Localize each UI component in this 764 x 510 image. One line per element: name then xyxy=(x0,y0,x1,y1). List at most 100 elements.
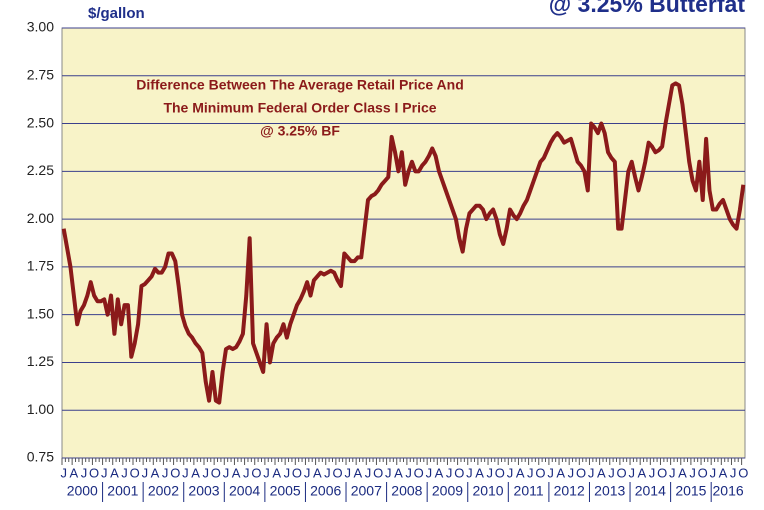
x-tick-label: O xyxy=(170,465,180,480)
x-tick-label: J xyxy=(344,465,351,480)
x-tick-label: J xyxy=(385,465,392,480)
x-tick-label: O xyxy=(617,465,627,480)
year-label: 2001 xyxy=(107,483,138,499)
x-tick-label: A xyxy=(556,465,565,480)
x-tick-label: J xyxy=(304,465,311,480)
x-tick-label: J xyxy=(405,465,412,480)
y-tick-label: 2.00 xyxy=(27,210,54,226)
x-tick-label: O xyxy=(89,465,99,480)
x-tick-label: J xyxy=(121,465,128,480)
x-tick-label: J xyxy=(628,465,635,480)
x-tick-label: J xyxy=(669,465,676,480)
data-line xyxy=(61,81,746,405)
x-tick-label: J xyxy=(486,465,493,480)
year-label: 2011 xyxy=(514,483,544,499)
year-label: 2007 xyxy=(351,483,382,499)
x-tick-label: A xyxy=(638,465,647,480)
x-tick-label: A xyxy=(394,465,403,480)
y-tick-label: 2.25 xyxy=(27,162,54,178)
x-tick-label: J xyxy=(527,465,534,480)
y-tick-label: 0.75 xyxy=(27,449,54,465)
y-tick-label: 2.50 xyxy=(27,114,54,130)
year-label: 2000 xyxy=(67,483,98,499)
x-tick-label: J xyxy=(101,465,108,480)
x-tick-label: A xyxy=(69,465,78,480)
x-tick-label: A xyxy=(516,465,525,480)
x-tick-label: O xyxy=(373,465,383,480)
year-label: 2004 xyxy=(229,483,260,499)
x-tick-label: O xyxy=(738,465,748,480)
x-tick-label: A xyxy=(354,465,363,480)
annotation: The Minimum Federal Order Class I Price xyxy=(163,100,436,116)
x-tick-label: J xyxy=(568,465,575,480)
year-label: 2009 xyxy=(432,483,463,499)
x-tick-label: A xyxy=(678,465,687,480)
x-tick-label: O xyxy=(576,465,586,480)
annotation: Difference Between The Average Retail Pr… xyxy=(136,77,464,93)
year-label: 2006 xyxy=(310,483,341,499)
x-tick-label: O xyxy=(130,465,140,480)
x-tick-label: O xyxy=(292,465,302,480)
x-tick-label: O xyxy=(414,465,424,480)
x-tick-label: J xyxy=(263,465,270,480)
x-tick-label: O xyxy=(454,465,464,480)
x-tick-label: A xyxy=(435,465,444,480)
year-label: 2005 xyxy=(270,483,301,499)
year-label: 2015 xyxy=(675,483,706,499)
x-tick-label: O xyxy=(495,465,505,480)
year-label: 2002 xyxy=(148,483,179,499)
x-tick-label: J xyxy=(608,465,615,480)
x-tick-label: J xyxy=(60,465,67,480)
x-tick-label: J xyxy=(689,465,696,480)
x-tick-label: A xyxy=(151,465,160,480)
annotation: @ 3.25% BF xyxy=(260,123,340,139)
x-tick-label: A xyxy=(597,465,606,480)
year-label: 2010 xyxy=(472,483,503,499)
x-tick-label: J xyxy=(588,465,595,480)
x-tick-label: J xyxy=(243,465,250,480)
x-tick-label: A xyxy=(191,465,200,480)
x-tick-label: J xyxy=(446,465,453,480)
x-tick-label: J xyxy=(284,465,291,480)
y-tick-label: 1.75 xyxy=(27,258,54,274)
y-tick-label: 1.50 xyxy=(27,305,54,321)
x-tick-label: A xyxy=(719,465,728,480)
x-tick-label: J xyxy=(730,465,737,480)
x-tick-label: J xyxy=(223,465,230,480)
x-tick-label: J xyxy=(162,465,169,480)
y-axis-label: $/gallon xyxy=(88,5,145,22)
x-tick-label: A xyxy=(475,465,484,480)
x-tick-label: J xyxy=(81,465,88,480)
chart-title: @ 3.25% Butterfat xyxy=(549,0,746,17)
x-tick-label: O xyxy=(333,465,343,480)
year-label: 2016 xyxy=(713,483,744,499)
x-tick-label: A xyxy=(232,465,241,480)
x-tick-label: J xyxy=(324,465,331,480)
x-tick-label: O xyxy=(251,465,261,480)
x-tick-label: J xyxy=(710,465,717,480)
year-label: 2003 xyxy=(188,483,219,499)
x-tick-label: J xyxy=(365,465,372,480)
year-label: 2008 xyxy=(391,483,422,499)
year-label: 2013 xyxy=(594,483,625,499)
x-tick-label: O xyxy=(211,465,221,480)
x-tick-label: J xyxy=(426,465,433,480)
x-tick-label: A xyxy=(272,465,281,480)
x-tick-label: J xyxy=(182,465,189,480)
y-tick-label: 3.00 xyxy=(27,19,54,35)
y-tick-label: 1.00 xyxy=(27,401,54,417)
x-tick-label: O xyxy=(657,465,667,480)
year-label: 2014 xyxy=(635,483,666,499)
x-tick-label: A xyxy=(110,465,119,480)
x-tick-label: J xyxy=(202,465,209,480)
x-tick-label: J xyxy=(507,465,514,480)
x-tick-label: J xyxy=(649,465,656,480)
year-label: 2012 xyxy=(554,483,585,499)
x-tick-label: J xyxy=(466,465,473,480)
x-tick-label: A xyxy=(313,465,322,480)
y-tick-label: 1.25 xyxy=(27,353,54,369)
x-tick-label: O xyxy=(535,465,545,480)
x-tick-label: O xyxy=(698,465,708,480)
y-tick-label: 2.75 xyxy=(27,66,54,82)
